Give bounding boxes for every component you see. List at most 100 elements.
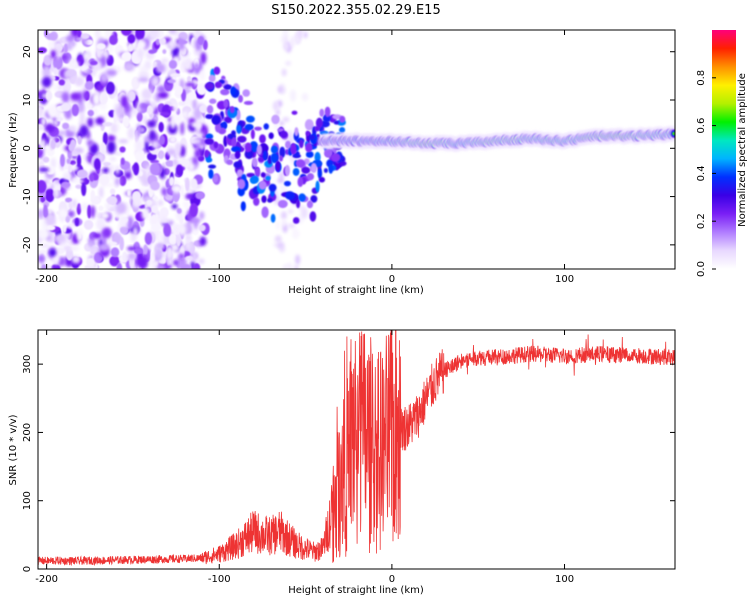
heatmap-cell [300,207,308,219]
heatmap-cell [150,223,161,232]
heatmap-cell [237,135,247,143]
heatmap-cell [236,124,242,134]
heatmap-cell [132,107,138,117]
heatmap-cell [191,122,200,128]
heatmap-cell [156,85,167,93]
snr-panel: -200 -100 0 100 0 100 200 300 Height of straigh… [8,329,676,596]
heatmap-cell [132,226,138,237]
heatmap-cell [66,222,77,228]
heatmap-cell [95,83,105,93]
heatmap-cell [150,251,155,262]
heatmap-cell [75,184,83,189]
heatmap-cell [68,164,73,173]
heatmap-cell [58,79,66,86]
heatmap-cell [231,136,237,149]
heatmap-cell [76,228,84,242]
heatmap-cell [45,213,56,227]
heatmap-cell [243,100,254,106]
heatmap-cell [108,163,115,178]
heatmap-cell [115,201,127,215]
heatmap-cell [50,49,56,59]
heatmap-cell [199,211,205,220]
y-tick-label: 100 [22,491,33,510]
heatmap-cell [176,256,187,269]
heatmap-cell [54,185,59,199]
heatmap-cell [161,187,167,196]
heatmap-cell [144,232,153,245]
heatmap-cell [276,241,285,250]
heatmap-cell [108,241,118,246]
heatmap-cell [192,156,198,165]
x-tick-label: -200 [35,574,58,585]
heatmap-cell [79,111,85,126]
heatmap-cell [141,207,150,220]
heatmap-cell [294,127,299,137]
heatmap-cell [142,115,148,125]
heatmap-cell [279,184,286,190]
heatmap-cell [319,108,325,117]
heatmap-cell [314,151,321,163]
heatmap-cell [137,77,149,83]
heatmap-cell [187,92,197,100]
heatmap-cell [68,125,77,132]
heatmap-cell [63,43,69,54]
heatmap-cell [127,90,136,102]
heatmap-cell [204,82,215,90]
heatmap-cell [59,208,67,218]
heatmap-cell [53,55,63,70]
heatmap-cell [289,36,296,48]
heatmap-cell [61,181,71,188]
heatmap-cell [339,115,346,123]
heatmap-cell [306,173,315,181]
heatmap-cell [175,164,184,176]
heatmap-cell [213,66,221,75]
heatmap-cell [250,129,255,140]
colorbar-ticks: 0.0 0.2 0.4 0.6 0.8 [696,70,716,277]
heatmap-cell [66,158,71,164]
heatmap-cell [167,258,174,265]
heatmap-cell [297,176,304,188]
heatmap-cell [284,140,291,149]
heatmap-cell [98,205,104,211]
heatmap-cell [109,188,116,195]
heatmap-cell [131,193,142,208]
heatmap-cell [185,220,192,235]
heatmap-cell [83,39,88,46]
heatmap-cell [190,139,201,144]
heatmap-cell [186,75,192,83]
heatmap-cell [208,169,214,179]
heatmap-cell [136,123,142,137]
heatmap-cell [198,258,205,265]
heatmap-cell [109,156,117,162]
heatmap-cell [152,195,159,201]
heatmap-cell [119,226,129,234]
y-tick-label: 0 [22,145,33,151]
heatmap-cell [134,139,144,152]
heatmap-cell [109,255,120,267]
snr-y-axis-label: SNR (10 * v/v) [8,414,19,485]
heatmap-cell [86,257,96,267]
heatmap-cell [224,116,233,124]
heatmap-cell [193,263,201,269]
heatmap-cell [265,175,271,181]
heatmap-cell [172,111,183,124]
heatmap-cell [38,229,49,239]
y-tick-label: 0 [22,566,33,572]
heatmap-cell [124,63,135,72]
heatmap-cell [214,122,222,133]
y-tick-label: 300 [22,355,33,374]
heatmap-cell [87,117,94,128]
heatmap-cell [127,127,135,140]
heatmap-cell [204,138,215,145]
heatmap-cell [94,30,101,39]
heatmap-cell [60,102,71,112]
heatmap-cell [298,193,306,202]
heatmap-cell [94,47,103,60]
heatmap-cell [195,191,205,200]
heatmap-cell [304,119,314,131]
colorbar: 0.0 0.2 0.4 0.6 0.8 Normalized spectral ampl… [696,30,748,277]
heatmap-cell [185,82,195,87]
heatmap-cell [166,144,174,150]
heatmap-cell [63,174,72,181]
heatmap-cell [45,90,53,101]
